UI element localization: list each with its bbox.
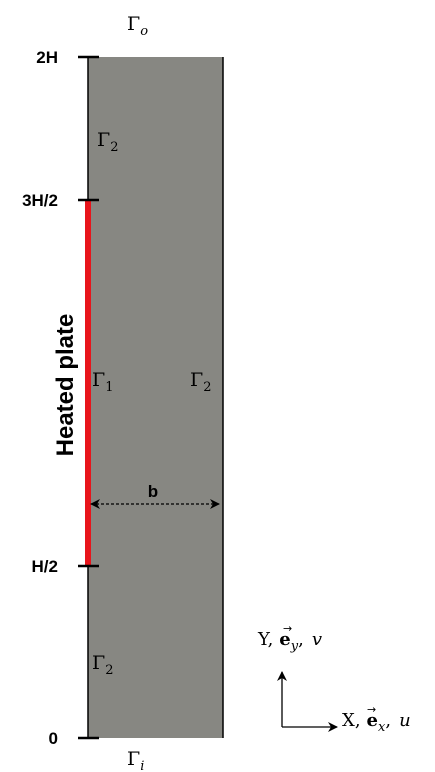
- tick-label-2h: 2H: [36, 48, 58, 67]
- x-axis-label: X, ex, u: [342, 710, 411, 735]
- channel-region: [88, 57, 223, 738]
- boundary-gamma2-right-label: Γ2: [190, 369, 211, 395]
- tick-label-3h2: 3H/2: [22, 191, 58, 210]
- boundary-inlet-label: Γi: [127, 748, 144, 772]
- x-vector-arrow-icon: →: [367, 703, 376, 716]
- tick-label-0: 0: [49, 729, 58, 748]
- boundary-gamma2-lower-label: Γ2: [92, 652, 113, 678]
- boundary-gamma1-label: Γ1: [92, 369, 113, 395]
- boundary-outlet-label: Γo: [127, 13, 148, 39]
- width-label: b: [148, 482, 158, 501]
- boundary-gamma2-upper-label: Γ2: [97, 129, 118, 155]
- heated-plate-label: Heated plate: [52, 314, 79, 457]
- y-vector-arrow-icon: →: [283, 622, 292, 635]
- tick-label-h2: H/2: [32, 557, 58, 576]
- y-axis-label: Y, ey, v: [257, 629, 322, 654]
